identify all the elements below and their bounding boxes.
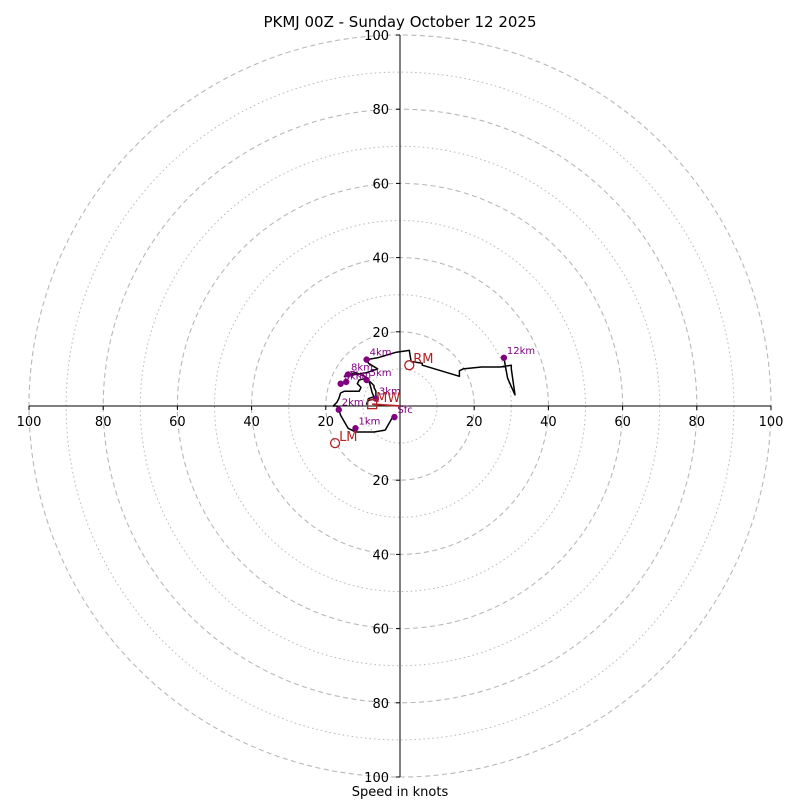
y-tick-label: 60 <box>372 177 389 192</box>
height-point-Sfc <box>391 413 398 421</box>
x-tick-label: 60 <box>614 415 631 430</box>
y-tick-label: 100 <box>364 771 389 786</box>
height-label-8km: 8km <box>351 362 373 373</box>
height-label-7km: 7km <box>349 370 371 381</box>
x-tick-label: 80 <box>95 415 112 430</box>
height-point-7km <box>343 378 350 386</box>
mean-wind-marker <box>367 398 378 410</box>
y-tick-label: 40 <box>372 548 389 563</box>
height-label-1km: 1km <box>358 416 380 427</box>
x-tick-label: 40 <box>243 415 260 430</box>
y-tick-label: 80 <box>372 697 389 712</box>
x-tick-label: 20 <box>318 415 335 430</box>
wind-trace-line <box>332 349 516 433</box>
y-tick-label: 100 <box>364 29 389 44</box>
height-label-2km: 2km <box>342 398 364 409</box>
height-point-8km <box>344 371 352 378</box>
height-label-4km: 4km <box>370 348 392 359</box>
x-tick-label: 80 <box>689 415 706 430</box>
chart-title: PKMJ 00Z - Sunday October 12 2025 <box>263 13 536 31</box>
x-tick-label: 20 <box>466 415 483 430</box>
height-point-4km <box>363 356 370 363</box>
x-axis-label: Speed in knots <box>352 785 449 800</box>
height-point-12km <box>500 354 508 361</box>
height-point-6km <box>337 380 344 387</box>
motion-label-MW: MW <box>376 391 400 406</box>
y-tick-label: 20 <box>372 326 389 341</box>
height-label-Sfc: Sfc <box>397 405 412 416</box>
x-tick-label: 100 <box>759 415 784 430</box>
y-tick-label: 40 <box>372 252 389 267</box>
height-label-5km: 5km <box>370 368 392 379</box>
storm-motions: RM LM MW <box>329 352 434 449</box>
height-label-6km: 6km <box>344 372 366 383</box>
y-tick-label: 20 <box>372 474 389 489</box>
right-mover-marker <box>404 360 415 371</box>
height-point-2km <box>335 406 342 413</box>
x-tick-label: 40 <box>540 415 557 430</box>
x-tick-label: 100 <box>17 415 42 430</box>
wind-trace <box>332 349 516 433</box>
left-mover-marker <box>329 437 341 449</box>
motion-label-LM: LM <box>339 430 357 445</box>
height-label-12km: 12km <box>507 346 535 357</box>
height-label-3km: 3km <box>379 387 401 398</box>
x-tick-label: 60 <box>169 415 186 430</box>
height-point-1km <box>352 425 359 432</box>
tick-labels: 100 80 60 40 20 20 40 60 80 100 100 80 60 40 20 20 40 60 8… <box>17 29 784 786</box>
y-tick-label: 60 <box>372 623 389 638</box>
height-point-5km <box>363 376 370 384</box>
motion-label-RM: RM <box>413 352 433 367</box>
y-tick-label: 80 <box>372 103 389 118</box>
